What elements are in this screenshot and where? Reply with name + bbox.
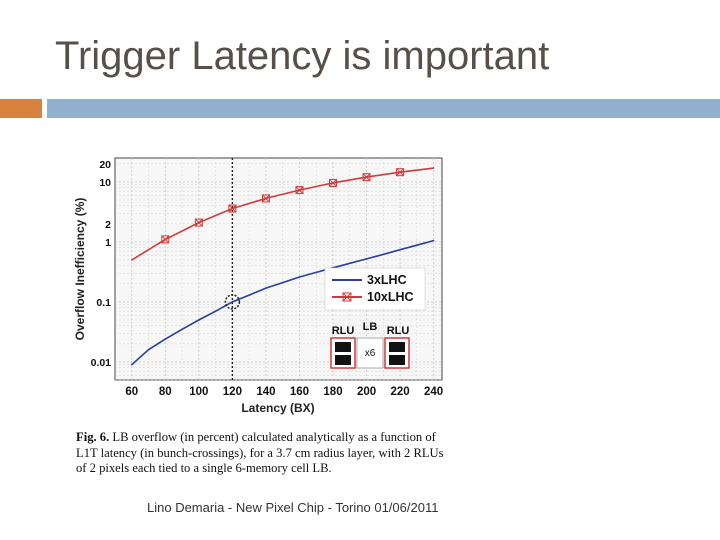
data-point	[432, 239, 435, 242]
data-point	[231, 301, 234, 303]
x-tick-label: 160	[290, 386, 309, 398]
y-tick-labels: 0.01 0.1 1 2 10 20	[91, 159, 112, 369]
series-marker	[194, 218, 203, 227]
series-marker	[362, 173, 371, 182]
data-point	[416, 244, 418, 247]
series-line-10xlhc	[131, 167, 434, 261]
x-tick-label: 200	[357, 386, 376, 398]
slide-title: Trigger Latency is important	[55, 34, 550, 78]
accent-bar-orange	[0, 99, 42, 118]
inset-rlu-left: RLU	[332, 325, 355, 337]
x-tick-label: 100	[189, 386, 208, 398]
x-tick-label: 60	[125, 386, 138, 398]
y-axis-label: Overflow Inefficiency (%)	[73, 198, 87, 341]
legend-marker-10xlhc	[342, 292, 352, 302]
legend: 3xLHC 10xLHC	[324, 267, 426, 311]
caption-label: Fig. 6.	[76, 430, 110, 444]
series-marker	[161, 235, 170, 244]
y-tick-label: 0.01	[91, 357, 112, 369]
data-point	[147, 348, 150, 351]
figure-caption: Fig. 6. LB overflow (in percent) calcula…	[76, 430, 456, 477]
data-point	[164, 338, 167, 340]
data-point	[214, 310, 217, 313]
data-point	[432, 167, 435, 169]
inset-lb: LB	[363, 321, 378, 333]
x-axis-label: Latency (BX)	[241, 401, 314, 415]
y-tick-label: 0.1	[96, 297, 111, 309]
series-marker	[396, 168, 405, 177]
data-point	[265, 287, 267, 289]
data-point	[365, 258, 368, 260]
figure: 0.01 0.1 1 2 10 20 60 80 100 120 140 160 180 200 220 2…	[70, 150, 450, 420]
series-layer	[130, 167, 435, 366]
data-point	[315, 271, 318, 274]
caption-text: LB overflow (in percent) calculated anal…	[76, 430, 444, 475]
x-tick-label: 140	[256, 386, 275, 398]
data-point	[399, 248, 401, 251]
rlu-lb-inset: RLU LB RLU x6	[330, 321, 410, 369]
data-point	[181, 328, 183, 331]
latency-chart: 0.01 0.1 1 2 10 20 60 80 100 120 140 160 180 200 220 2…	[73, 157, 443, 415]
data-point	[348, 262, 351, 265]
inset-multiplier: x6	[365, 348, 376, 359]
data-point	[248, 294, 250, 296]
x-tick-label: 220	[390, 386, 409, 398]
series-marker	[295, 186, 304, 195]
y-tick-label: 2	[105, 219, 111, 231]
y-tick-label: 10	[99, 177, 111, 189]
data-point	[130, 363, 133, 366]
data-point	[382, 253, 385, 256]
x-tick-label: 240	[424, 386, 443, 398]
y-tick-label: 20	[99, 159, 111, 171]
series-marker	[228, 204, 237, 213]
x-tick-label: 120	[223, 386, 242, 398]
data-point	[298, 276, 301, 278]
accent-bar-blue	[47, 99, 720, 118]
y-tick-label: 1	[105, 237, 111, 249]
x-tick-label: 180	[323, 386, 342, 398]
data-point	[130, 259, 133, 261]
legend-label-10xlhc: 10xLHC	[367, 290, 414, 304]
data-point	[198, 319, 200, 321]
highlight-circle	[224, 294, 241, 310]
x-tick-labels: 60 80 100 120 140 160 180 200 220 240	[125, 386, 443, 398]
legend-label-3xlhc: 3xLHC	[367, 273, 407, 287]
slide-footer: Lino Demaria - New Pixel Chip - Torino 0…	[147, 500, 439, 515]
x-tick-label: 80	[159, 386, 172, 398]
series-marker	[329, 178, 337, 187]
data-point	[281, 281, 284, 284]
inset-rlu-right: RLU	[387, 325, 410, 337]
series-marker	[261, 194, 270, 203]
